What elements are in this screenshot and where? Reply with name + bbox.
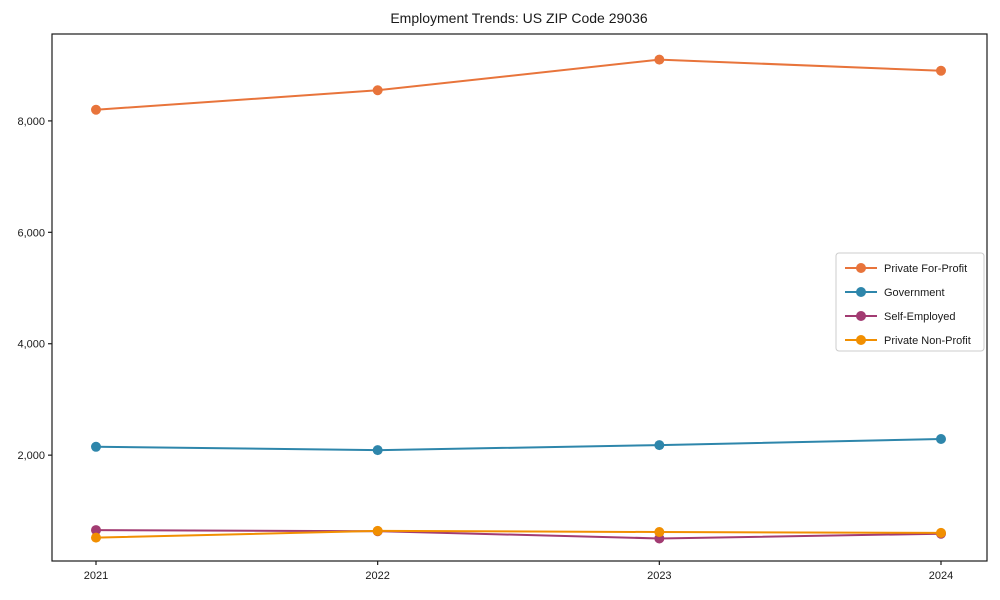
series-line-self-employed: [95, 529, 942, 540]
data-point-self-employed: [91, 525, 101, 536]
legend-marker-private-non-profit: [856, 335, 866, 345]
series-line-government: [95, 437, 942, 452]
x-tick-label: 2021: [84, 570, 108, 582]
legend-marker-private-for-profit: [856, 263, 866, 273]
plot-area: 2,000 4,000 6,000 8,000 2021 2022 2023 2024: [17, 33, 988, 582]
y-tick-label: 2,000: [17, 450, 45, 462]
legend: Private For-Profit Government Self-Employe…: [835, 252, 985, 352]
legend-marker-government: [856, 287, 866, 297]
chart-title: Employment Trends: US ZIP Code 29036: [390, 10, 648, 26]
y-tick-label: 6,000: [17, 227, 45, 239]
legend-label-self-employed: Self-Employed: [884, 311, 956, 323]
series-line-private-for-profit: [95, 58, 942, 111]
x-tick-label: 2022: [365, 570, 389, 582]
y-tick-label: 8,000: [17, 116, 45, 128]
legend-marker-self-employed: [856, 311, 866, 321]
x-tick-label: 2023: [647, 570, 671, 582]
data-point-government: [936, 433, 946, 444]
legend-label-government: Government: [884, 287, 945, 299]
data-point-private-for-profit: [372, 85, 383, 96]
data-point-private-for-profit: [936, 65, 946, 76]
axes-frame: [51, 33, 988, 562]
legend-label-private-non-profit: Private Non-Profit: [884, 335, 971, 347]
legend-box: [835, 252, 985, 352]
x-tick-label: 2024: [929, 570, 953, 582]
data-point-government: [91, 441, 101, 452]
data-point-private-non-profit: [936, 527, 946, 538]
legend-label-private-for-profit: Private For-Profit: [884, 263, 967, 275]
data-point-private-for-profit: [91, 104, 101, 115]
data-point-government: [372, 445, 383, 456]
data-point-private-non-profit: [91, 532, 101, 543]
y-tick-label: 4,000: [17, 339, 45, 351]
series-line-private-non-profit: [95, 529, 942, 539]
data-point-private-non-profit: [372, 525, 383, 536]
data-point-government: [654, 440, 665, 451]
data-point-private-for-profit: [654, 54, 665, 65]
data-point-private-non-profit: [654, 527, 665, 538]
